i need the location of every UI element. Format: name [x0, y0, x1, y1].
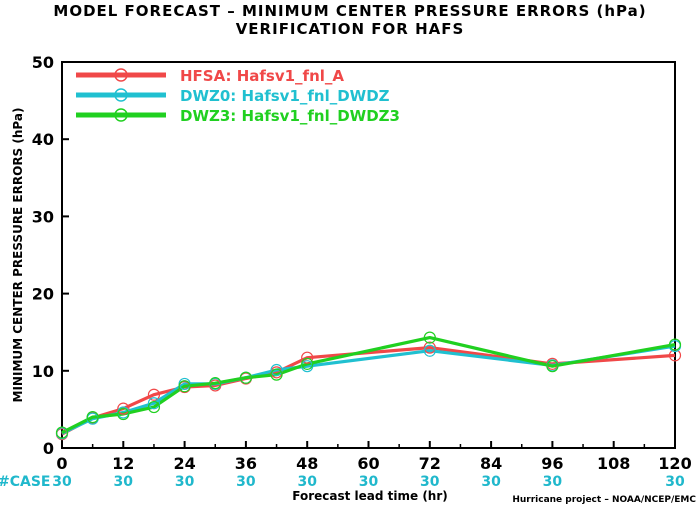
case-count: 30	[114, 474, 134, 490]
x-tick-label: 48	[296, 454, 318, 473]
case-count: 30	[359, 474, 379, 490]
y-tick-label: 0	[43, 439, 54, 458]
x-tick-label: 36	[235, 454, 257, 473]
series-line-2	[61, 336, 676, 435]
case-count: 30	[420, 474, 440, 490]
series-point-2	[668, 338, 682, 351]
series-point-0	[117, 402, 130, 415]
legend-label-0: HFSA: Hafsv1_fnl_A	[180, 67, 344, 85]
series-point-1	[270, 363, 283, 377]
y-tick-label: 10	[32, 362, 54, 381]
case-label: #CASE	[0, 474, 51, 490]
x-tick-label: 0	[56, 454, 67, 473]
y-tick-label: 20	[32, 285, 54, 304]
y-tick-label: 30	[32, 207, 54, 226]
series-point-2	[239, 371, 252, 384]
series-point-0	[423, 341, 436, 354]
series-point-1	[147, 397, 161, 410]
case-count: 30	[543, 474, 563, 490]
series-point-0	[301, 351, 314, 364]
series-point-2	[301, 357, 314, 370]
series-point-2	[55, 426, 69, 439]
series-point-2	[270, 368, 283, 381]
chart-subtitle: VERIFICATION FOR HAFS	[235, 20, 465, 38]
legend-marker-1	[114, 88, 128, 102]
legend-marker-0	[114, 68, 128, 82]
legend-marker-2	[114, 108, 128, 122]
case-count: 30	[175, 474, 195, 490]
series-point-0	[147, 388, 161, 401]
legend-label-2: DWZ3: Hafsv1_fnl_DWDZ3	[180, 107, 400, 125]
case-count: 30	[236, 474, 256, 490]
case-count: 30	[481, 474, 501, 490]
series-point-2	[423, 331, 436, 344]
x-tick-label: 72	[419, 454, 441, 473]
y-axis-label: MINIMUM CENTER PRESSURE ERRORS (hPa)	[11, 108, 25, 403]
legend-label-1: DWZ0: Hafsv1_fnl_DWDZ	[180, 87, 390, 105]
x-tick-label: 60	[357, 454, 379, 473]
chart-title: MODEL FORECAST – MINIMUM CENTER PRESSURE…	[53, 2, 647, 20]
case-count: 30	[52, 474, 72, 490]
y-tick-label: 50	[32, 53, 54, 72]
series-point-2	[117, 407, 130, 421]
x-tick-label: 108	[597, 454, 630, 473]
series-point-2	[178, 380, 191, 393]
y-tick-label: 40	[32, 130, 54, 149]
series-point-2	[209, 377, 222, 390]
x-axis-label: Forecast lead time (hr)	[292, 489, 448, 503]
case-count: 30	[665, 474, 685, 490]
case-count: 30	[297, 474, 317, 490]
x-tick-label: 12	[112, 454, 134, 473]
x-tick-label: 24	[173, 454, 195, 473]
x-tick-label: 96	[541, 454, 563, 473]
series-point-2	[546, 360, 559, 373]
x-tick-label: 84	[480, 454, 502, 473]
series-point-1	[423, 344, 436, 357]
credit-text: Hurricane project – NOAA/NCEP/EMC	[512, 495, 696, 505]
series-point-2	[86, 411, 99, 424]
x-tick-label: 120	[658, 454, 691, 473]
series-point-2	[147, 400, 161, 414]
